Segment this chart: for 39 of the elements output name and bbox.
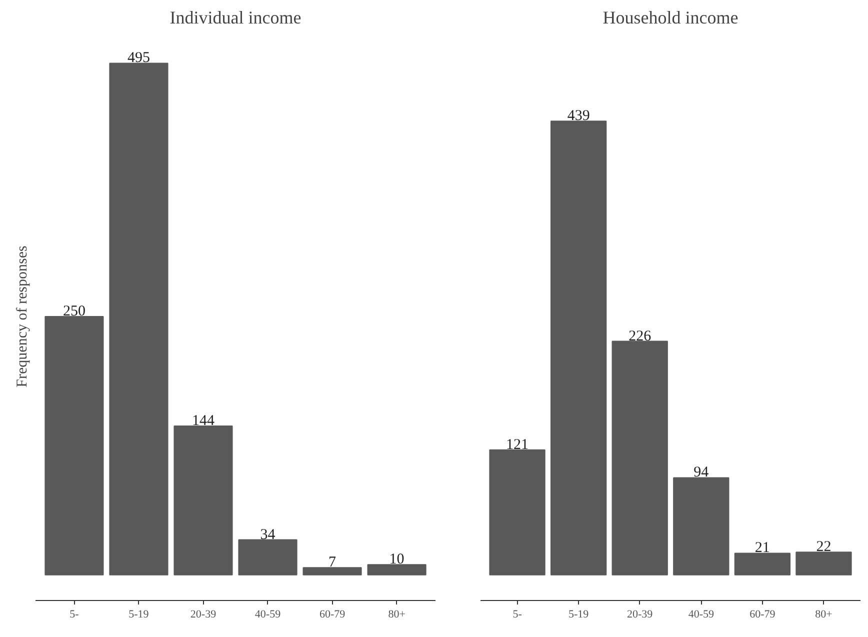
data-label: 226: [628, 328, 652, 344]
data-label: 10: [389, 552, 404, 568]
bar: [673, 477, 730, 576]
y-axis-title: Frequency of responses: [14, 246, 30, 388]
bar: [612, 340, 668, 576]
data-label: 21: [754, 540, 770, 556]
x-tick-label: 60-79: [319, 608, 346, 620]
bar: [109, 62, 168, 576]
x-tick-label: 40-59: [688, 608, 714, 620]
x-tick-label: 5-19: [128, 608, 150, 620]
chart-title: Household income: [602, 8, 738, 28]
x-tick-label: 40-59: [254, 608, 282, 620]
x-tick-label: 80+: [815, 608, 832, 620]
bar: [550, 120, 607, 576]
data-label: 22: [816, 539, 832, 556]
bar: [734, 552, 791, 576]
data-label: 34: [260, 526, 276, 543]
data-label: 495: [127, 50, 150, 66]
data-label: 439: [567, 108, 590, 124]
bar: [489, 449, 546, 576]
x-tick-label: 5-: [70, 608, 80, 620]
x-tick-label: 80+: [388, 608, 406, 620]
data-label: 144: [192, 413, 215, 430]
x-tick-label: 5-19: [568, 608, 590, 620]
data-label: 7: [328, 554, 337, 571]
chart-title: Individual income: [170, 8, 302, 28]
x-tick-label: 5-: [512, 608, 522, 620]
bar: [367, 564, 426, 576]
data-label: 250: [62, 303, 86, 320]
bar: [174, 426, 233, 576]
bar: [238, 539, 298, 576]
data-label: 94: [694, 464, 710, 481]
bar: [796, 552, 852, 576]
x-tick-label: 20-39: [190, 608, 217, 620]
bar: [44, 316, 104, 576]
data-label: 121: [506, 436, 529, 453]
x-tick-label: 60-79: [750, 608, 776, 620]
bar: [302, 567, 362, 576]
x-tick-label: 20-39: [627, 608, 654, 620]
